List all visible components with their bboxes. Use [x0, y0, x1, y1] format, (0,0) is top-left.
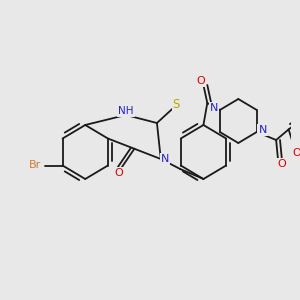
Text: N: N	[258, 125, 267, 135]
Text: N: N	[210, 103, 218, 113]
Text: O: O	[115, 168, 123, 178]
Text: O: O	[196, 76, 205, 86]
Text: S: S	[172, 98, 180, 112]
Text: NH: NH	[118, 106, 134, 116]
Text: N: N	[160, 154, 169, 164]
Text: Br: Br	[29, 160, 42, 170]
Text: O: O	[278, 159, 286, 169]
Text: O: O	[292, 148, 300, 158]
